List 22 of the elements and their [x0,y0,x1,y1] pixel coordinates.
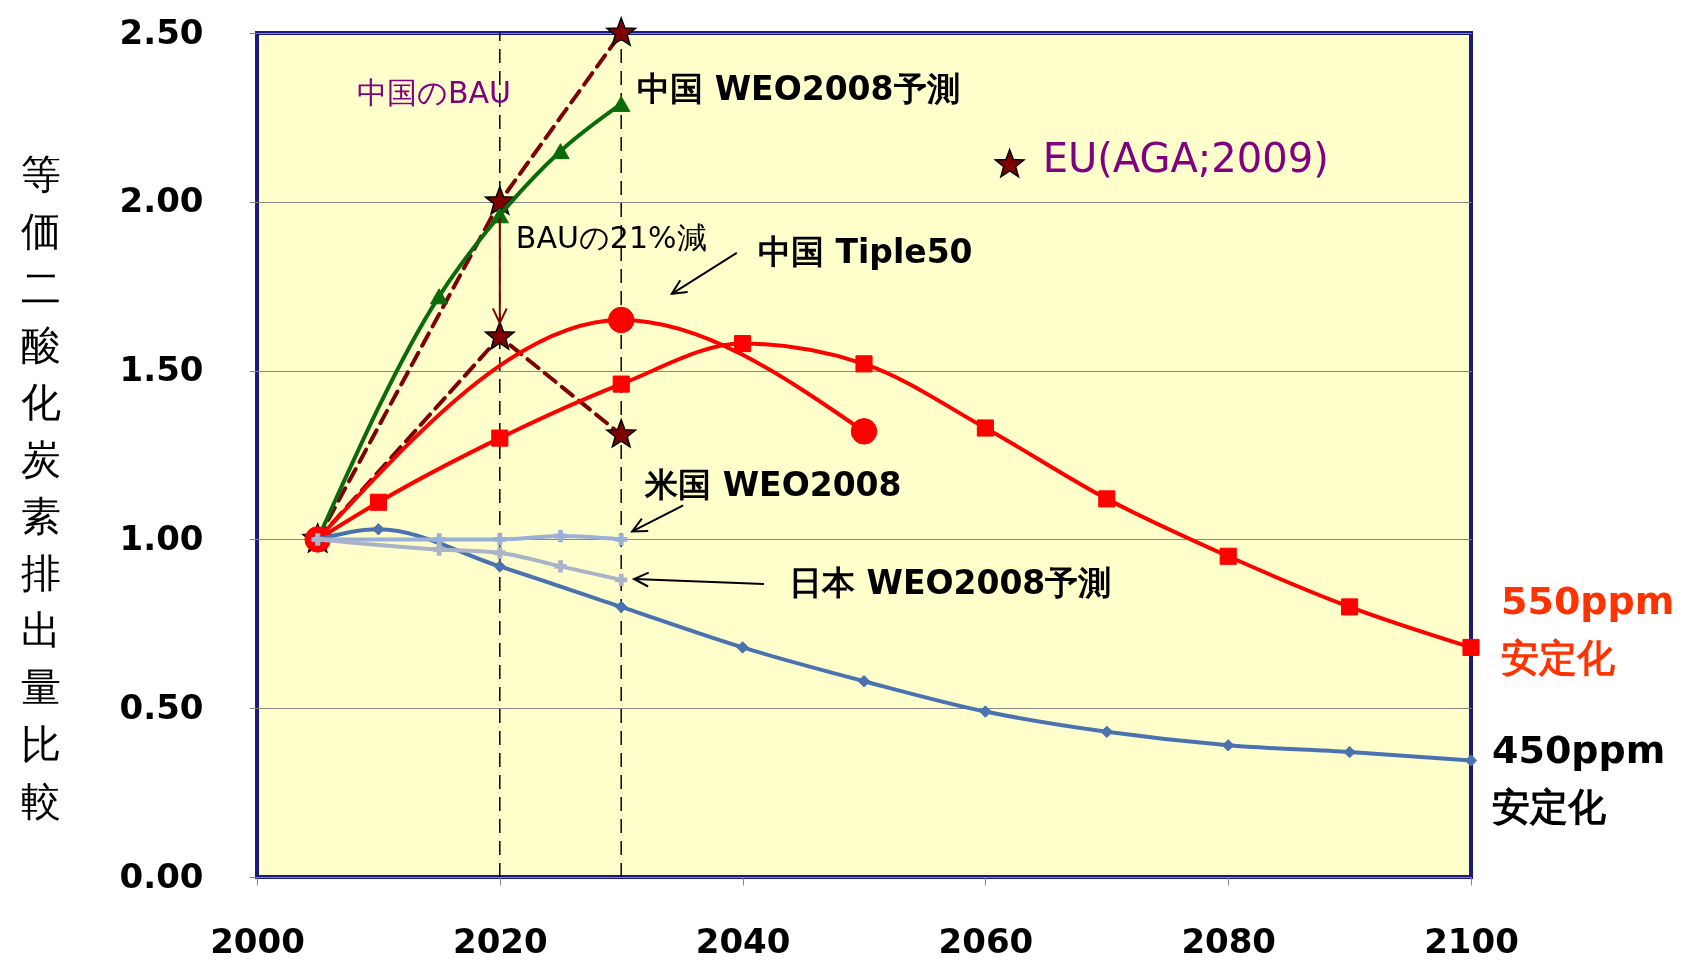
x-tick-label: 2020 [452,920,548,961]
x-tick-label: 2100 [1424,920,1519,961]
y-tick-label: 1.50 [119,349,204,390]
y-tick-label: 2.00 [119,180,204,221]
x-tick-label: 2040 [695,920,791,961]
y-tick-label: 1.00 [119,517,204,558]
annotation: 中国 Tiple50 [758,232,973,271]
annotation: 550ppm 安定化 [1501,579,1675,681]
y-tick-label: 0.50 [119,686,204,727]
text: 等価二酸化炭素排出量比較 [20,150,61,824]
annotation: BAUの21%減 [515,219,707,255]
annotation: 中国 WEO2008予測 [637,68,960,108]
y-tick-label: 0.00 [119,855,204,896]
annotation: 米国 WEO2008 [644,465,902,505]
x-tick-label: 2060 [938,920,1034,961]
x-tick-label: 2080 [1181,920,1277,961]
annotation: 450ppm 安定化 [1492,727,1666,829]
y-tick-label: 2.50 [119,11,204,52]
x-tick-label: 2000 [210,920,305,961]
annotation: EU(AGA;2009) [1042,134,1329,181]
annotation: 日本 WEO2008予測 [789,563,1112,602]
annotation: 中国のBAU [356,75,512,110]
